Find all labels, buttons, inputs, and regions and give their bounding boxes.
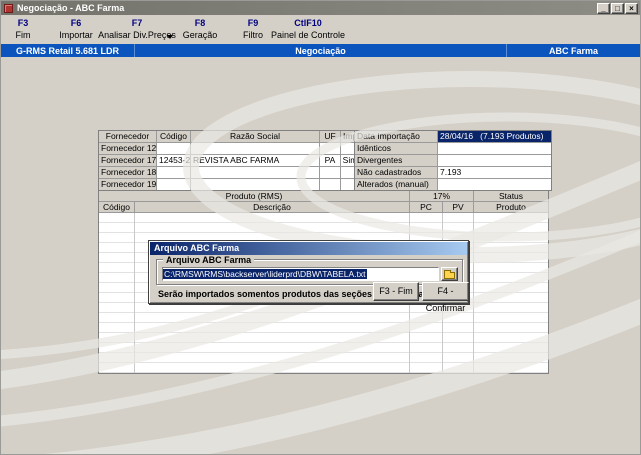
toolbar-item-analisar[interactable]: F7 Analisar Div.Preços (98, 18, 176, 40)
toolbar-key: CtlF10 (294, 18, 322, 28)
grid-divider (473, 213, 474, 373)
main-canvas: Fornecedor Código Razão Social UF Imp Fo… (1, 57, 640, 454)
col-header: Descrição (135, 202, 409, 212)
group-header-17pct: 17% (410, 191, 473, 201)
supplier-name: Fornecedor 17% (99, 155, 156, 166)
supplier-uf (320, 167, 340, 178)
supplier-uf: PA (320, 155, 340, 166)
info-value (438, 179, 551, 190)
app-icon[interactable] (4, 3, 13, 13)
toolbar-item-fim[interactable]: F3 Fim (16, 18, 31, 40)
info-value (438, 143, 551, 154)
dropdown-arrow-icon[interactable] (167, 35, 173, 39)
supplier-code (157, 167, 190, 178)
col-header: Produto (474, 202, 548, 212)
supplier-name: Fornecedor 12% (99, 143, 156, 154)
groupbox-label: Arquivo ABC Farma (163, 255, 255, 265)
toolbar-key: F6 (70, 18, 82, 28)
info-value-nao-cadastrados: 7.193 (438, 167, 551, 178)
info-label: Alterados (manual) (355, 179, 437, 190)
supplier-uf (320, 143, 340, 154)
supplier-table: Fornecedor Código Razão Social UF Imp Fo… (98, 130, 360, 191)
supplier-razao (191, 143, 319, 154)
toolbar-label: Filtro (243, 30, 263, 40)
toolbar-key: F9 (247, 18, 259, 28)
toolbar: F3 Fim F6 Importar F7 Analisar Div.Preço… (1, 15, 640, 44)
supplier-name: Fornecedor 19% (99, 179, 156, 190)
toolbar-label: Geração (182, 30, 218, 40)
toolbar-label: Analisar Div.Preços (98, 30, 176, 40)
toolbar-key: F8 (194, 18, 206, 28)
selected-file-path: C:\RMSW\RMS\backserver\liderprd\DBW\TABE… (163, 269, 367, 279)
dialog-body: Arquivo ABC Farma C:\RMSW\RMS\backserver… (150, 255, 469, 313)
col-header: Razão Social (191, 131, 319, 142)
banner-version: G-RMS Retail 5.681 LDR (15, 45, 120, 56)
toolbar-item-geracao[interactable]: F8 Geração (183, 18, 218, 40)
col-header: Fornecedor (99, 131, 156, 142)
file-path-input[interactable]: C:\RMSW\RMS\backserver\liderprd\DBW\TABE… (162, 267, 439, 281)
product-header-row: Código Descrição PC PV Produto (99, 202, 548, 212)
group-header-status: Status (474, 191, 548, 201)
supplier-code: 12453-2 (157, 155, 190, 166)
info-label: Data Importação (355, 131, 437, 142)
browse-button[interactable] (441, 267, 458, 281)
folder-icon (444, 269, 455, 279)
status-banner: G-RMS Retail 5.681 LDR Negociação ABC Fa… (1, 44, 640, 57)
toolbar-item-filtro[interactable]: F9 Filtro (243, 18, 263, 40)
banner-company: ABC Farma (506, 44, 640, 57)
supplier-name: Fornecedor 18% (99, 167, 156, 178)
col-header: UF (320, 131, 340, 142)
supplier-razao: REVISTA ABC FARMA (191, 155, 319, 166)
minimize-icon[interactable]: _ (597, 2, 610, 14)
info-label: Divergentes (355, 155, 437, 166)
arquivo-dialog: Arquivo ABC Farma Arquivo ABC Farma C:\R… (148, 240, 469, 313)
info-value (438, 155, 551, 166)
col-header: Código (157, 131, 190, 142)
col-header: PC (410, 202, 442, 212)
group-header-produto-rms: Produto (RMS) (99, 191, 409, 201)
info-label: Não cadastrados (355, 167, 437, 178)
toolbar-label: Painel de Controle (270, 30, 346, 40)
col-header: PV (443, 202, 473, 212)
toolbar-label: Fim (15, 30, 31, 40)
window-title: Negociação - ABC Farma (17, 3, 125, 13)
close-icon[interactable]: × (625, 2, 638, 14)
supplier-razao (191, 179, 319, 190)
supplier-razao (191, 167, 319, 178)
caption-buttons: _ □ × (597, 2, 638, 14)
f3-fim-button[interactable]: F3 - Fim (373, 282, 419, 301)
title-bar[interactable]: Negociação - ABC Farma _ □ × (1, 1, 640, 15)
f4-confirmar-button[interactable]: F4 - Confirmar (422, 282, 469, 313)
toolbar-item-importar[interactable]: F6 Importar (59, 18, 93, 40)
supplier-code (157, 143, 190, 154)
toolbar-key: F3 (17, 18, 29, 28)
toolbar-item-painel[interactable]: CtlF10 Painel de Controle (271, 18, 345, 40)
supplier-uf (320, 179, 340, 190)
supplier-code (157, 179, 190, 190)
info-value-data-importacao: 28/04/16 (7.193 Produtos) (438, 131, 551, 142)
dialog-title-bar[interactable]: Arquivo ABC Farma (150, 242, 467, 255)
info-label: Idênticos (355, 143, 437, 154)
maximize-icon[interactable]: □ (611, 2, 624, 14)
toolbar-label: Importar (59, 30, 93, 40)
product-group-header: Produto (RMS) 17% Status (99, 191, 548, 201)
import-info-panel: Data Importação 28/04/16 (7.193 Produtos… (354, 130, 552, 191)
grid-divider (134, 213, 135, 373)
toolbar-key: F7 (131, 18, 143, 28)
col-header: Código (99, 202, 134, 212)
banner-module: Negociação (134, 44, 506, 57)
